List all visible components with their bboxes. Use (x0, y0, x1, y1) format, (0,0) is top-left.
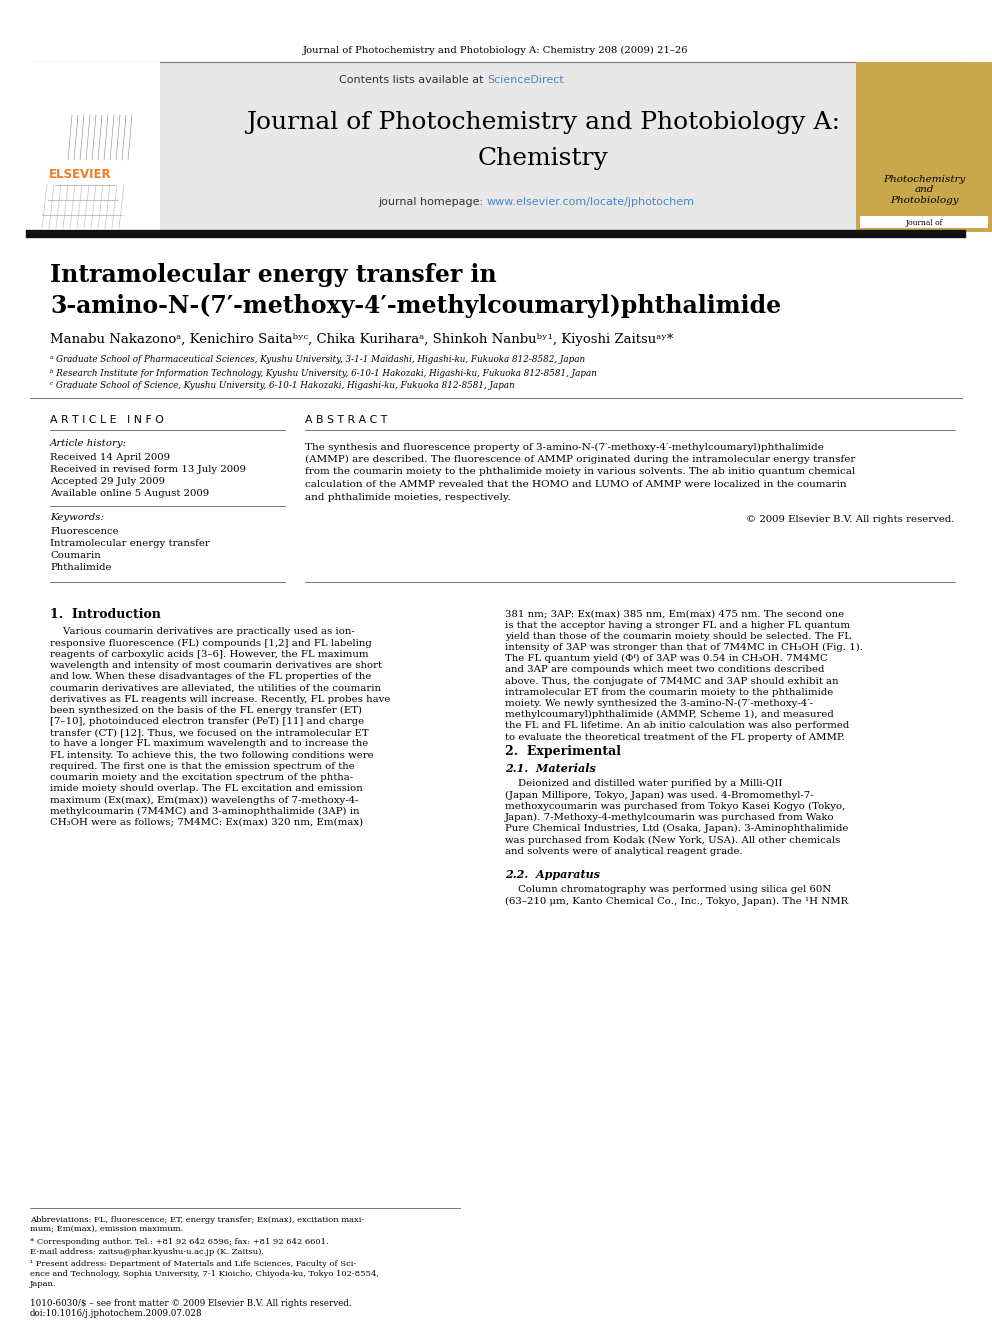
Text: Pure Chemical Industries, Ltd (Osaka, Japan). 3-Aminophthalimide: Pure Chemical Industries, Ltd (Osaka, Ja… (505, 824, 848, 833)
Text: to have a longer FL maximum wavelength and to increase the: to have a longer FL maximum wavelength a… (50, 740, 368, 749)
Text: Manabu Nakazonoᵃ, Kenichiro Saitaᵇʸᶜ, Chika Kuriharaᵃ, Shinkoh Nanbuᵇʸ¹, Kiyoshi: Manabu Nakazonoᵃ, Kenichiro Saitaᵇʸᶜ, Ch… (50, 333, 674, 347)
Text: methylcoumarin (7M4MC) and 3-aminophthalimide (3AP) in: methylcoumarin (7M4MC) and 3-aminophthal… (50, 807, 359, 816)
Text: Various coumarin derivatives are practically used as ion-: Various coumarin derivatives are practic… (50, 627, 355, 636)
Text: The synthesis and fluorescence property of 3-amino-N-(7′-methoxy-4′-methylcoumar: The synthesis and fluorescence property … (305, 442, 824, 451)
Text: intensity of 3AP was stronger than that of 7M4MC in CH₃OH (Fig. 1).: intensity of 3AP was stronger than that … (505, 643, 863, 652)
Bar (30, 62, 892, 232)
Text: Journal of Photochemistry and Photobiology A: Chemistry 208 (2009) 21–26: Journal of Photochemistry and Photobiolo… (304, 45, 688, 54)
Text: methoxycoumarin was purchased from Tokyo Kasei Kogyo (Tokyo,: methoxycoumarin was purchased from Tokyo… (505, 802, 845, 811)
Text: 2.2.  Apparatus: 2.2. Apparatus (505, 868, 600, 880)
Text: moiety. We newly synthesized the 3-amino-N-(7′-methoxy-4′-: moiety. We newly synthesized the 3-amino… (505, 699, 812, 708)
Text: Abbreviations: FL, fluorescence; ET, energy transfer; Ex(max), excitation maxi-: Abbreviations: FL, fluorescence; ET, ene… (30, 1216, 364, 1224)
Text: (AMMP) are described. The fluorescence of AMMP originated during the intramolecu: (AMMP) are described. The fluorescence o… (305, 455, 855, 464)
Text: Received 14 April 2009: Received 14 April 2009 (50, 452, 170, 462)
Text: 2.  Experimental: 2. Experimental (505, 745, 621, 758)
Text: 381 nm; 3AP: Ex(max) 385 nm, Em(max) 475 nm. The second one: 381 nm; 3AP: Ex(max) 385 nm, Em(max) 475… (505, 610, 844, 618)
Text: A B S T R A C T: A B S T R A C T (305, 415, 387, 425)
Text: from the coumarin moiety to the phthalimide moiety in various solvents. The ab i: from the coumarin moiety to the phthalim… (305, 467, 855, 476)
Text: (Japan Millipore, Tokyo, Japan) was used. 4-Bromomethyl-7-: (Japan Millipore, Tokyo, Japan) was used… (505, 791, 813, 800)
Text: yield than those of the coumarin moiety should be selected. The FL: yield than those of the coumarin moiety … (505, 632, 851, 640)
Text: www.elsevier.com/locate/jphotochem: www.elsevier.com/locate/jphotochem (487, 197, 695, 206)
Text: [7–10], photoinduced electron transfer (PeT) [11] and charge: [7–10], photoinduced electron transfer (… (50, 717, 364, 726)
Text: above. Thus, the conjugate of 7M4MC and 3AP should exhibit an: above. Thus, the conjugate of 7M4MC and … (505, 676, 838, 685)
Text: and low. When these disadvantages of the FL properties of the: and low. When these disadvantages of the… (50, 672, 371, 681)
Text: E-mail address: zaitsu@phar.kyushu-u.ac.jp (K. Zaitsu).: E-mail address: zaitsu@phar.kyushu-u.ac.… (30, 1248, 264, 1256)
Text: Japan). 7-Methoxy-4-methylcoumarin was purchased from Wako: Japan). 7-Methoxy-4-methylcoumarin was p… (505, 814, 834, 822)
Text: Phthalimide: Phthalimide (50, 562, 111, 572)
Text: been synthesized on the basis of the FL energy transfer (ET): been synthesized on the basis of the FL … (50, 706, 362, 714)
Text: Keywords:: Keywords: (50, 513, 104, 523)
Text: A R T I C L E   I N F O: A R T I C L E I N F O (50, 415, 164, 425)
Bar (30, 62, 160, 232)
Text: imide moiety should overlap. The FL excitation and emission: imide moiety should overlap. The FL exci… (50, 785, 363, 794)
Bar (856, 62, 992, 232)
Text: the FL and FL lifetime. An ab initio calculation was also performed: the FL and FL lifetime. An ab initio cal… (505, 721, 849, 730)
Text: journal homepage:: journal homepage: (378, 197, 487, 206)
Text: Chemistry: Chemistry (477, 147, 608, 169)
Text: (63–210 μm, Kanto Chemical Co., Inc., Tokyo, Japan). The ¹H NMR: (63–210 μm, Kanto Chemical Co., Inc., To… (505, 897, 848, 906)
Text: Journal of: Journal of (906, 220, 942, 228)
Text: ᵃ Graduate School of Pharmaceutical Sciences, Kyushu University, 3-1-1 Maidashi,: ᵃ Graduate School of Pharmaceutical Scie… (50, 356, 585, 365)
Text: Received in revised form 13 July 2009: Received in revised form 13 July 2009 (50, 464, 246, 474)
Text: to evaluate the theoretical treatment of the FL property of AMMP.: to evaluate the theoretical treatment of… (505, 733, 845, 742)
Text: responsive fluorescence (FL) compounds [1,2] and FL labeling: responsive fluorescence (FL) compounds [… (50, 639, 372, 648)
Text: © 2009 Elsevier B.V. All rights reserved.: © 2009 Elsevier B.V. All rights reserved… (747, 516, 955, 524)
Text: ¹ Present address: Department of Materials and Life Sciences, Faculty of Sci-: ¹ Present address: Department of Materia… (30, 1259, 356, 1267)
Text: coumarin derivatives are alleviated, the utilities of the coumarin: coumarin derivatives are alleviated, the… (50, 684, 381, 692)
Text: Coumarin: Coumarin (50, 550, 101, 560)
Text: 2.1.  Materials: 2.1. Materials (505, 763, 596, 774)
Text: mum; Em(max), emission maximum.: mum; Em(max), emission maximum. (30, 1226, 184, 1234)
Text: intramolecular ET from the coumarin moiety to the phthalimide: intramolecular ET from the coumarin moie… (505, 688, 833, 697)
Text: derivatives as FL reagents will increase. Recently, FL probes have: derivatives as FL reagents will increase… (50, 695, 391, 704)
Text: ScienceDirect: ScienceDirect (487, 75, 563, 85)
Text: Intramolecular energy transfer in: Intramolecular energy transfer in (50, 263, 497, 287)
Text: transfer (CT) [12]. Thus, we focused on the intramolecular ET: transfer (CT) [12]. Thus, we focused on … (50, 728, 369, 737)
Text: ence and Technology, Sophia University, 7-1 Kioicho, Chiyoda-ku, Tokyo 102-8554,: ence and Technology, Sophia University, … (30, 1270, 379, 1278)
Text: doi:10.1016/j.jphotochem.2009.07.028: doi:10.1016/j.jphotochem.2009.07.028 (30, 1310, 202, 1319)
Text: and phthalimide moieties, respectively.: and phthalimide moieties, respectively. (305, 492, 511, 501)
Text: Photochemistry
and
Photobiology: Photochemistry and Photobiology (883, 175, 965, 205)
Text: Column chromatography was performed using silica gel 60N: Column chromatography was performed usin… (505, 885, 831, 894)
Bar (860, 216, 988, 228)
Text: coumarin moiety and the excitation spectrum of the phtha-: coumarin moiety and the excitation spect… (50, 773, 353, 782)
Text: calculation of the AMMP revealed that the HOMO and LUMO of AMMP were localized i: calculation of the AMMP revealed that th… (305, 480, 846, 490)
Text: Japan.: Japan. (30, 1279, 57, 1289)
Text: ᶜ Graduate School of Science, Kyushu University, 6-10-1 Hakozaki, Higashi-ku, Fu: ᶜ Graduate School of Science, Kyushu Uni… (50, 381, 515, 390)
Text: Article history:: Article history: (50, 439, 127, 448)
Text: Deionized and distilled water purified by a Milli-QII: Deionized and distilled water purified b… (505, 779, 783, 789)
Text: ELSEVIER: ELSEVIER (49, 168, 111, 181)
Text: Intramolecular energy transfer: Intramolecular energy transfer (50, 538, 209, 548)
Text: The FL quantum yield (Φᶠ) of 3AP was 0.54 in CH₃OH. 7M4MC: The FL quantum yield (Φᶠ) of 3AP was 0.5… (505, 655, 827, 663)
Text: Accepted 29 July 2009: Accepted 29 July 2009 (50, 476, 165, 486)
Text: Journal of Photochemistry and Photobiology A:: Journal of Photochemistry and Photobiolo… (246, 111, 840, 134)
Text: * Corresponding author. Tel.: +81 92 642 6596; fax: +81 92 642 6601.: * Corresponding author. Tel.: +81 92 642… (30, 1238, 328, 1246)
Text: required. The first one is that the emission spectrum of the: required. The first one is that the emis… (50, 762, 355, 771)
Text: wavelength and intensity of most coumarin derivatives are short: wavelength and intensity of most coumari… (50, 662, 382, 671)
Text: reagents of carboxylic acids [3–6]. However, the FL maximum: reagents of carboxylic acids [3–6]. Howe… (50, 650, 369, 659)
Text: Available online 5 August 2009: Available online 5 August 2009 (50, 488, 209, 497)
Text: maximum (Ex(max), Em(max)) wavelengths of 7-methoxy-4-: maximum (Ex(max), Em(max)) wavelengths o… (50, 795, 358, 804)
Text: CH₃OH were as follows; 7M4MC: Ex(max) 320 nm, Em(max): CH₃OH were as follows; 7M4MC: Ex(max) 32… (50, 818, 363, 827)
Text: Fluorescence: Fluorescence (50, 527, 119, 536)
Text: ᵇ Research Institute for Information Technology, Kyushu University, 6-10-1 Hakoz: ᵇ Research Institute for Information Tec… (50, 369, 597, 377)
Text: FL intensity. To achieve this, the two following conditions were: FL intensity. To achieve this, the two f… (50, 750, 374, 759)
Text: methylcoumaryl)phthalimide (AMMP, Scheme 1), and measured: methylcoumaryl)phthalimide (AMMP, Scheme… (505, 710, 833, 720)
Text: is that the acceptor having a stronger FL and a higher FL quantum: is that the acceptor having a stronger F… (505, 620, 850, 630)
Text: and 3AP are compounds which meet two conditions described: and 3AP are compounds which meet two con… (505, 665, 824, 675)
Text: 1.  Introduction: 1. Introduction (50, 607, 161, 620)
Text: Contents lists available at: Contents lists available at (339, 75, 487, 85)
Text: 1010-6030/$ – see front matter © 2009 Elsevier B.V. All rights reserved.: 1010-6030/$ – see front matter © 2009 El… (30, 1298, 351, 1307)
Text: and solvents were of analytical reagent grade.: and solvents were of analytical reagent … (505, 847, 743, 856)
Text: 3-amino-N-(7′-methoxy-4′-methylcoumaryl)phthalimide: 3-amino-N-(7′-methoxy-4′-methylcoumaryl)… (50, 294, 781, 318)
Text: was purchased from Kodak (New York, USA). All other chemicals: was purchased from Kodak (New York, USA)… (505, 835, 840, 844)
